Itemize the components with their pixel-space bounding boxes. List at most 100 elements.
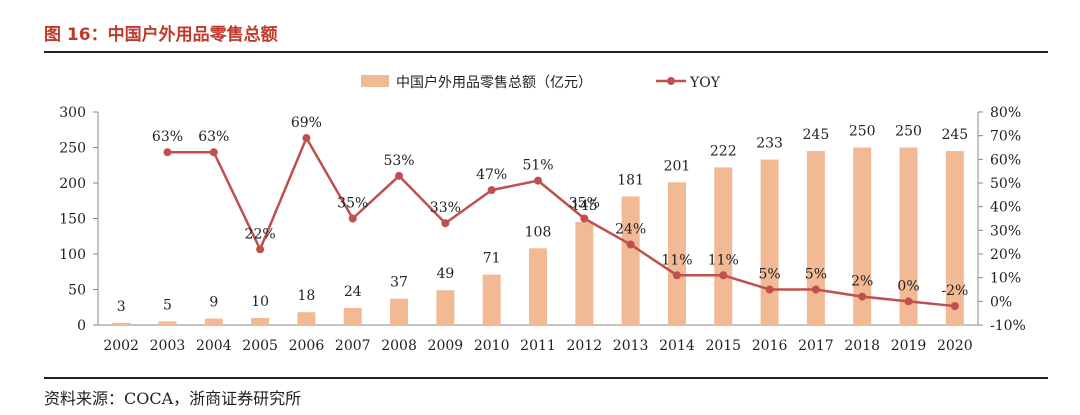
- yoy-value-label: 69%: [291, 115, 322, 131]
- y-right-tick-label: 70%: [990, 129, 1021, 145]
- yoy-value-label: 24%: [615, 222, 646, 238]
- y-right-tick-label: 80%: [990, 105, 1021, 121]
- y-right-tick-label: 20%: [990, 247, 1021, 263]
- yoy-point: [950, 302, 959, 311]
- bar-value-label: 222: [710, 143, 737, 159]
- bar-value-label: 245: [803, 127, 830, 143]
- yoy-point: [811, 285, 820, 294]
- yoy-value-label: 0%: [897, 278, 919, 294]
- bar: [575, 222, 594, 325]
- x-tick-label: 2014: [659, 338, 695, 354]
- yoy-point: [719, 271, 728, 280]
- yoy-value-label: -2%: [941, 283, 968, 299]
- bar-value-label: 245: [941, 127, 968, 143]
- x-tick-label: 2002: [103, 338, 139, 354]
- bar-value-label: 233: [756, 136, 783, 152]
- bar: [436, 290, 455, 325]
- bar-value-label: 10: [251, 294, 269, 310]
- source-note: 资料来源：COCA，浙商证券研究所: [44, 389, 302, 408]
- legend-bar-swatch: [361, 75, 389, 87]
- bar-value-label: 250: [849, 124, 876, 140]
- bar: [714, 167, 733, 325]
- yoy-value-label: 11%: [708, 252, 739, 268]
- yoy-point: [904, 297, 913, 306]
- yoy-series-line: [167, 136, 955, 308]
- y-right-tick-label: -10%: [990, 318, 1026, 334]
- x-tick-label: 2018: [844, 338, 880, 354]
- y-right-tick-label: 60%: [990, 152, 1021, 168]
- yoy-point: [765, 285, 774, 294]
- bar: [297, 312, 316, 325]
- yoy-point: [395, 171, 404, 180]
- x-tick-label: 2016: [752, 338, 788, 354]
- bar-value-label: 37: [390, 275, 408, 291]
- top-divider: [44, 51, 1048, 53]
- bar-value-label: 108: [525, 224, 552, 240]
- yoy-point: [441, 219, 450, 228]
- yoy-point: [672, 271, 681, 280]
- x-tick-label: 2004: [196, 338, 232, 354]
- yoy-value-label: 47%: [476, 167, 507, 183]
- yoy-value-label: 51%: [522, 158, 553, 174]
- yoy-value-label: 63%: [198, 129, 229, 145]
- yoy-value-label: 5%: [758, 267, 780, 283]
- yoy-value-label: 53%: [383, 153, 414, 169]
- x-tick-label: 2008: [381, 338, 417, 354]
- yoy-value-label: 11%: [661, 252, 692, 268]
- y-left-tick-label: 50: [68, 283, 86, 299]
- yoy-point: [209, 148, 218, 157]
- x-tick-label: 2009: [428, 338, 464, 354]
- bar: [390, 298, 409, 325]
- yoy-point: [580, 214, 589, 223]
- bar-value-label: 9: [209, 295, 218, 311]
- yoy-point: [487, 186, 496, 195]
- yoy-point: [534, 176, 542, 185]
- y-right-tick-label: 40%: [990, 200, 1021, 216]
- x-tick-label: 2017: [798, 338, 834, 354]
- bar: [112, 322, 131, 325]
- x-tick-label: 2005: [242, 338, 278, 354]
- yoy-value-label: 63%: [152, 129, 183, 145]
- y-left-tick-label: 200: [59, 176, 86, 192]
- bar-value-label: 145: [571, 198, 598, 214]
- yoy-point: [302, 134, 311, 143]
- y-left-tick-label: 100: [59, 247, 86, 263]
- x-tick-label: 2012: [566, 338, 602, 354]
- y-left-tick-label: 150: [59, 212, 86, 228]
- x-tick-label: 2019: [891, 338, 927, 354]
- x-tick-label: 2011: [520, 338, 556, 354]
- bar-value-label: 71: [483, 251, 501, 267]
- bar-value-label: 5: [163, 297, 172, 313]
- bar: [760, 159, 779, 325]
- x-tick-label: 2015: [705, 338, 741, 354]
- bar: [204, 318, 223, 325]
- y-right-tick-label: 30%: [990, 223, 1021, 239]
- x-tick-label: 2007: [335, 338, 371, 354]
- yoy-point: [163, 148, 172, 157]
- bar-value-label: 18: [298, 288, 316, 304]
- bar: [482, 274, 501, 325]
- x-tick-label: 2010: [474, 338, 510, 354]
- y-right-tick-label: 0%: [990, 294, 1012, 310]
- legend-bar-label: 中国户外用品零售总额（亿元）: [396, 74, 592, 91]
- bar: [343, 307, 362, 325]
- bar: [621, 196, 640, 325]
- yoy-point: [626, 240, 635, 249]
- bar-value-label: 250: [895, 124, 922, 140]
- bar-value-label: 181: [617, 172, 644, 188]
- bar: [806, 151, 825, 325]
- x-tick-label: 2020: [937, 338, 973, 354]
- bar: [251, 317, 270, 325]
- bar: [899, 147, 918, 325]
- bar: [853, 147, 872, 325]
- x-tick-label: 2006: [289, 338, 325, 354]
- bar-value-label: 49: [436, 266, 454, 282]
- bar: [529, 248, 547, 325]
- yoy-value-label: 33%: [430, 200, 461, 216]
- y-left-tick-label: 250: [59, 141, 86, 157]
- bar-value-label: 3: [117, 299, 126, 315]
- x-tick-label: 2013: [613, 338, 649, 354]
- y-right-tick-label: 10%: [990, 271, 1021, 287]
- yoy-point: [858, 292, 867, 301]
